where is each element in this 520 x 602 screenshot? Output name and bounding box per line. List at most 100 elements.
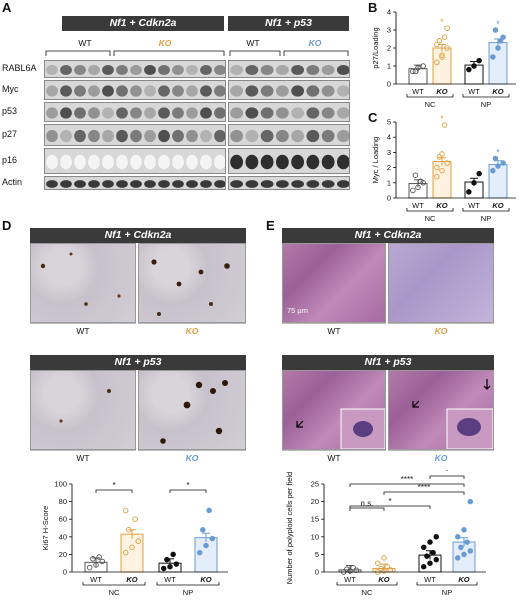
panel-d-label: D (2, 218, 12, 233)
data-point (461, 551, 467, 558)
data-point (415, 184, 421, 191)
data-point (500, 160, 506, 166)
he-image-np-ko (388, 370, 494, 450)
data-point (93, 562, 99, 568)
caption-wt-d1: WT (30, 323, 136, 337)
data-point (490, 167, 496, 174)
scale-bar-label: 75 µm (287, 306, 308, 315)
group-bracket (406, 94, 454, 98)
ihc-image-np-ko (138, 370, 246, 450)
blot-p53-np (228, 102, 350, 122)
header-nf1-p53-e: Nf1 + p53 (282, 355, 494, 370)
caption-wt-e2: WT (282, 450, 386, 464)
group-label: NC (425, 214, 436, 223)
ihc-image-np-wt (30, 370, 136, 450)
caption-wt-d2: WT (30, 450, 136, 464)
data-point (444, 25, 450, 31)
data-point (410, 68, 416, 75)
category-label: KO (492, 87, 503, 96)
group-label: NP (481, 214, 491, 223)
significance-label: * (186, 481, 189, 490)
category-label: WT (412, 201, 424, 210)
data-point (466, 66, 472, 73)
y-tick-label: 2 (387, 44, 391, 53)
chart-e: 0 5 10 15 20 25 Number of polyploid cells per … (285, 470, 486, 597)
data-point (466, 189, 472, 195)
data-point (467, 548, 474, 554)
y-tick-label: 15 (311, 515, 319, 524)
significance-bracket (349, 505, 431, 509)
data-point (209, 535, 216, 542)
data-point (420, 63, 426, 69)
data-point (433, 534, 440, 540)
panel-c-label: C (368, 110, 378, 125)
category-label: WT (412, 87, 424, 96)
data-point (96, 554, 102, 560)
category-label: KO (458, 575, 469, 584)
y-tick-label: 100 (54, 480, 67, 489)
significance-star: * (496, 19, 500, 29)
y-axis-label: p27/Loading (371, 27, 380, 68)
y-tick-label: 0 (315, 568, 319, 577)
ko-label-nc-a: KO (158, 38, 172, 48)
caption-ko-d2: KO (138, 450, 246, 464)
category-label: KO (492, 201, 503, 210)
y-tick-label: 1 (387, 62, 391, 71)
y-tick-label: 10 (311, 532, 319, 541)
ko-label-np-a: KO (308, 38, 322, 48)
y-tick-label: 4 (387, 8, 391, 17)
blot-p53-nc (44, 102, 226, 122)
data-point (160, 565, 167, 572)
y-axis-label: Ki67 H-Score (41, 506, 50, 551)
significance-star: * (440, 114, 444, 124)
significance-bracket (169, 489, 207, 493)
bar (432, 161, 452, 199)
significance-bracket (429, 475, 465, 479)
group-label: NP (183, 588, 193, 597)
data-point (344, 566, 350, 572)
data-point (471, 63, 477, 69)
y-tick-label: 3 (387, 148, 391, 157)
data-point (495, 45, 501, 51)
category-label: WT (468, 201, 480, 210)
data-point (495, 163, 501, 169)
y-tick-label: 60 (59, 515, 67, 524)
data-point (436, 154, 443, 160)
category-label: WT (468, 87, 480, 96)
significance-label: * (388, 497, 391, 506)
data-point (441, 34, 448, 40)
header-nf1-p53-d: Nf1 + p53 (30, 355, 246, 370)
blot-rabl6a-nc (44, 60, 226, 78)
significance-star: * (496, 147, 500, 157)
significance-bracket (383, 491, 465, 495)
data-point (434, 164, 440, 171)
data-point (99, 558, 106, 565)
data-point (467, 498, 474, 505)
he-image-np-wt (282, 370, 386, 450)
group-bracket (416, 582, 478, 586)
data-point (458, 544, 464, 551)
data-point (126, 527, 132, 533)
data-point (86, 564, 93, 571)
caption-ko-e2: KO (388, 450, 494, 464)
ihc-image-nc-ko (138, 243, 246, 323)
data-point (374, 560, 381, 566)
blot-p16-np (228, 148, 350, 174)
data-point (203, 542, 209, 549)
category-label: KO (126, 575, 137, 584)
group-bracket (462, 94, 510, 98)
y-tick-label: 3 (387, 26, 391, 35)
category-label: WT (164, 575, 176, 584)
y-tick-label: 40 (59, 532, 67, 541)
group-brackets-a (45, 50, 349, 56)
data-point (430, 549, 436, 556)
wt-label-nc-a: WT (78, 38, 92, 48)
data-point (492, 27, 499, 33)
data-point (164, 556, 170, 563)
blot-actin-nc (44, 176, 226, 190)
data-point (500, 34, 506, 40)
group-bracket (462, 208, 510, 212)
caption-wt-e1: WT (282, 323, 386, 337)
data-point (200, 527, 206, 533)
blot-label-p16: p16 (2, 155, 18, 165)
